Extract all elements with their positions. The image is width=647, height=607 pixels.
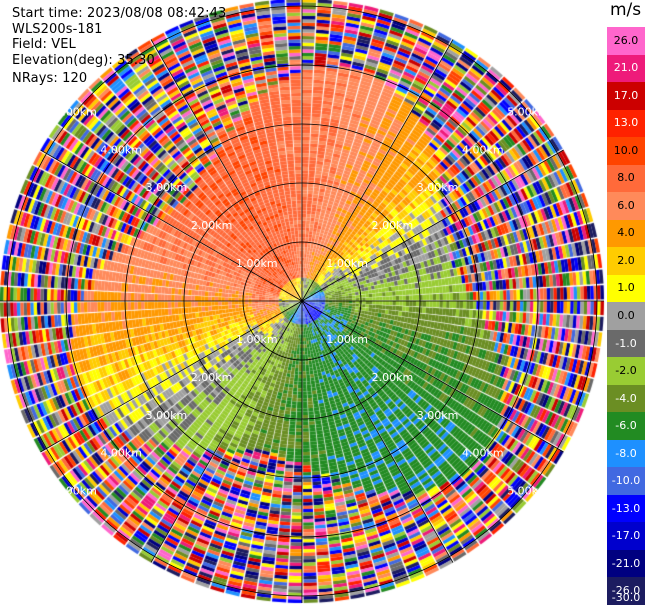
colorbar-segment [607, 192, 645, 221]
colorbar-segment [607, 549, 645, 578]
azimuth-spoke [150, 39, 303, 302]
range-ring-label: 4.00km [100, 447, 142, 460]
colorbar-tick-label: 26.0 [613, 33, 639, 47]
colorbar-segment [607, 329, 645, 358]
range-ring-label: 2.00km [372, 371, 414, 384]
azimuth-spoke [301, 149, 564, 302]
range-ring-label: 5.00km [55, 485, 97, 498]
range-ring-label: 3.00km [146, 181, 188, 194]
range-ring-label: 3.00km [146, 409, 188, 422]
colorbar-tick-label: -1.0 [615, 336, 637, 350]
colorbar-segment [607, 109, 645, 138]
colorbar-tick-label: -4.0 [615, 391, 637, 405]
colorbar-segment [607, 54, 645, 83]
range-ring-label: 1.00km [326, 257, 368, 270]
range-ring-label: 5.00km [55, 105, 97, 118]
colorbar-tick-label: 8.0 [617, 171, 635, 185]
colorbar-segment [607, 82, 645, 111]
colorbar-tick-label: -2.0 [615, 364, 637, 378]
colorbar-segment [607, 577, 645, 606]
range-ring-label: 2.00km [372, 219, 414, 232]
azimuth-spoke [301, 300, 564, 453]
range-ring-label: 4.00km [462, 447, 504, 460]
range-ring-label: 5.00km [507, 485, 549, 498]
colorbar-tick-label: -26.0 [611, 584, 641, 598]
colorbar-tick-label: -10.0 [611, 474, 641, 488]
range-ring-label: 2.00km [191, 371, 233, 384]
elevation-label: Elevation(deg): 35.30 [12, 53, 155, 68]
colorbar-tick-label: 6.0 [617, 198, 635, 212]
range-ring-label: 3.00km [417, 181, 459, 194]
colorbar-segment [607, 164, 645, 193]
colorbar-tick-label: 4.0 [617, 226, 635, 240]
azimuth-spoke [301, 300, 454, 563]
instrument-label: WLS200s-181 [12, 22, 103, 37]
colorbar-tick-label: -8.0 [615, 446, 637, 460]
field-label: Field: VEL [12, 37, 76, 52]
colorbar-tick-label: -13.0 [611, 501, 641, 515]
azimuth-spoke [40, 149, 303, 302]
colorbar: 26.0 21.0 17.0 13.0 10.0 8.0 6.0 4.0 2.0 1.0 0.0 -1… [607, 27, 645, 606]
colorbar-tick-label: 13.0 [613, 116, 639, 130]
azimuth-spoke [150, 300, 303, 563]
colorbar-segment [607, 247, 645, 276]
azimuth-spoke [40, 300, 303, 453]
colorbar-unit: m/s [610, 0, 642, 20]
range-ring-label: 1.00km [236, 333, 278, 346]
range-ring-label: 3.00km [417, 409, 459, 422]
colorbar-tick-label: 17.0 [613, 88, 639, 102]
nrays-label: NRays: 120 [12, 71, 88, 86]
start-time-label: Start time: 2023/08/08 08:42:43 [12, 6, 227, 21]
colorbar-segment [607, 302, 645, 331]
range-ring-label: 1.00km [326, 333, 368, 346]
colorbar-tick-label: 1.0 [617, 281, 635, 295]
colorbar-segment [607, 412, 645, 441]
colorbar-segment [607, 439, 645, 468]
colorbar-tick-label: -17.0 [611, 529, 641, 543]
colorbar-segment [607, 494, 645, 523]
colorbar-segment [607, 137, 645, 166]
colorbar-tick-label: -30.0 [611, 591, 641, 604]
range-ring-label: 4.00km [100, 143, 142, 156]
range-ring-label: 4.00km [462, 143, 504, 156]
range-ring-label: 2.00km [191, 219, 233, 232]
colorbar-segment [607, 274, 645, 303]
colorbar-segment [607, 467, 645, 496]
colorbar-segment [607, 27, 645, 56]
colorbar-tick-label: 21.0 [613, 61, 639, 75]
colorbar-segment [607, 522, 645, 551]
colorbar-tick-label: -6.0 [615, 419, 637, 433]
colorbar-segment [607, 219, 645, 248]
range-ring-label: 1.00km [236, 257, 278, 270]
colorbar-segment [607, 357, 645, 386]
colorbar-tick-label: 10.0 [613, 143, 639, 157]
colorbar-segment [607, 384, 645, 413]
colorbar-tick-label: 2.0 [617, 253, 635, 267]
colorbar-tick-label: -21.0 [611, 556, 641, 570]
range-ring-label: 5.00km [507, 105, 549, 118]
azimuth-spoke [301, 39, 454, 302]
colorbar-tick-label: 0.0 [617, 309, 635, 322]
